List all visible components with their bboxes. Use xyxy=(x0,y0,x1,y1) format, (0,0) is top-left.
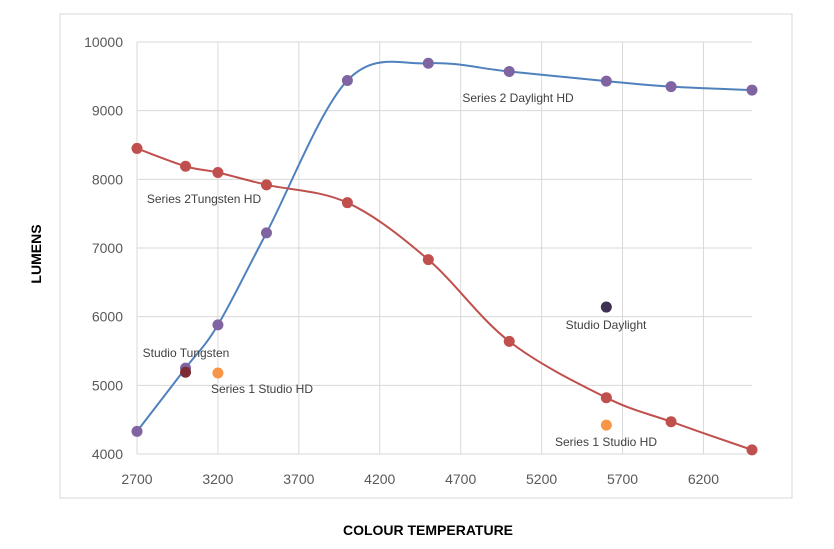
y-tick-label: 7000 xyxy=(92,240,123,256)
data-point xyxy=(600,392,612,404)
y-tick-label: 6000 xyxy=(92,309,123,325)
x-tick-label: 5700 xyxy=(607,471,638,487)
series-annotation: Series 1 Studio HD xyxy=(211,382,313,396)
data-point xyxy=(422,254,434,266)
grid xyxy=(136,41,752,455)
data-point xyxy=(600,301,612,313)
data-point xyxy=(260,227,272,239)
y-tick-label: 10000 xyxy=(84,34,123,50)
y-tick-label: 9000 xyxy=(92,103,123,119)
data-point xyxy=(180,160,192,172)
series-annotation: Series 2Tungsten HD xyxy=(147,192,262,206)
data-point xyxy=(665,81,677,93)
series-annotation: Series 1 Studio HD xyxy=(555,435,657,449)
series-annotation: Studio Daylight xyxy=(566,318,647,332)
series-annotations: Series 2 Daylight HD Series 2Tungsten HD S… xyxy=(143,91,658,449)
data-point xyxy=(341,74,353,86)
y-axis-title: LUMENS xyxy=(28,224,44,283)
data-point xyxy=(503,66,515,78)
data-point xyxy=(503,335,515,347)
x-tick-label: 3700 xyxy=(283,471,314,487)
data-point xyxy=(746,84,758,96)
data-point xyxy=(212,166,224,178)
data-point xyxy=(212,367,224,379)
data-point xyxy=(131,142,143,154)
data-point xyxy=(422,57,434,69)
data-point xyxy=(260,179,272,191)
series-lines xyxy=(136,60,753,451)
y-tick-label: 5000 xyxy=(92,377,123,393)
x-tick-label: 5200 xyxy=(526,471,557,487)
data-point xyxy=(600,419,612,431)
x-tick-label: 4700 xyxy=(445,471,476,487)
x-tick-label: 2700 xyxy=(121,471,152,487)
data-point xyxy=(180,366,192,378)
x-axis-ticks: 2700 3200 3700 4200 4700 5200 5700 6200 xyxy=(121,471,719,487)
y-tick-label: 8000 xyxy=(92,171,123,187)
series-line xyxy=(136,60,753,432)
data-point xyxy=(212,319,224,331)
x-tick-label: 6200 xyxy=(688,471,719,487)
x-tick-label: 3200 xyxy=(202,471,233,487)
data-point xyxy=(746,444,758,456)
data-point xyxy=(131,425,143,437)
x-tick-label: 4200 xyxy=(364,471,395,487)
series-line xyxy=(136,147,753,451)
series-annotation: Series 2 Daylight HD xyxy=(462,91,574,105)
series-annotation: Studio Tungsten xyxy=(143,346,230,360)
x-axis-title: COLOUR TEMPERATURE xyxy=(343,522,513,538)
y-tick-label: 4000 xyxy=(92,446,123,462)
data-point xyxy=(665,416,677,428)
data-point xyxy=(600,75,612,87)
data-point xyxy=(341,197,353,209)
series-points xyxy=(131,57,758,456)
y-axis-ticks: 4000 5000 6000 7000 8000 9000 10000 xyxy=(84,34,123,462)
